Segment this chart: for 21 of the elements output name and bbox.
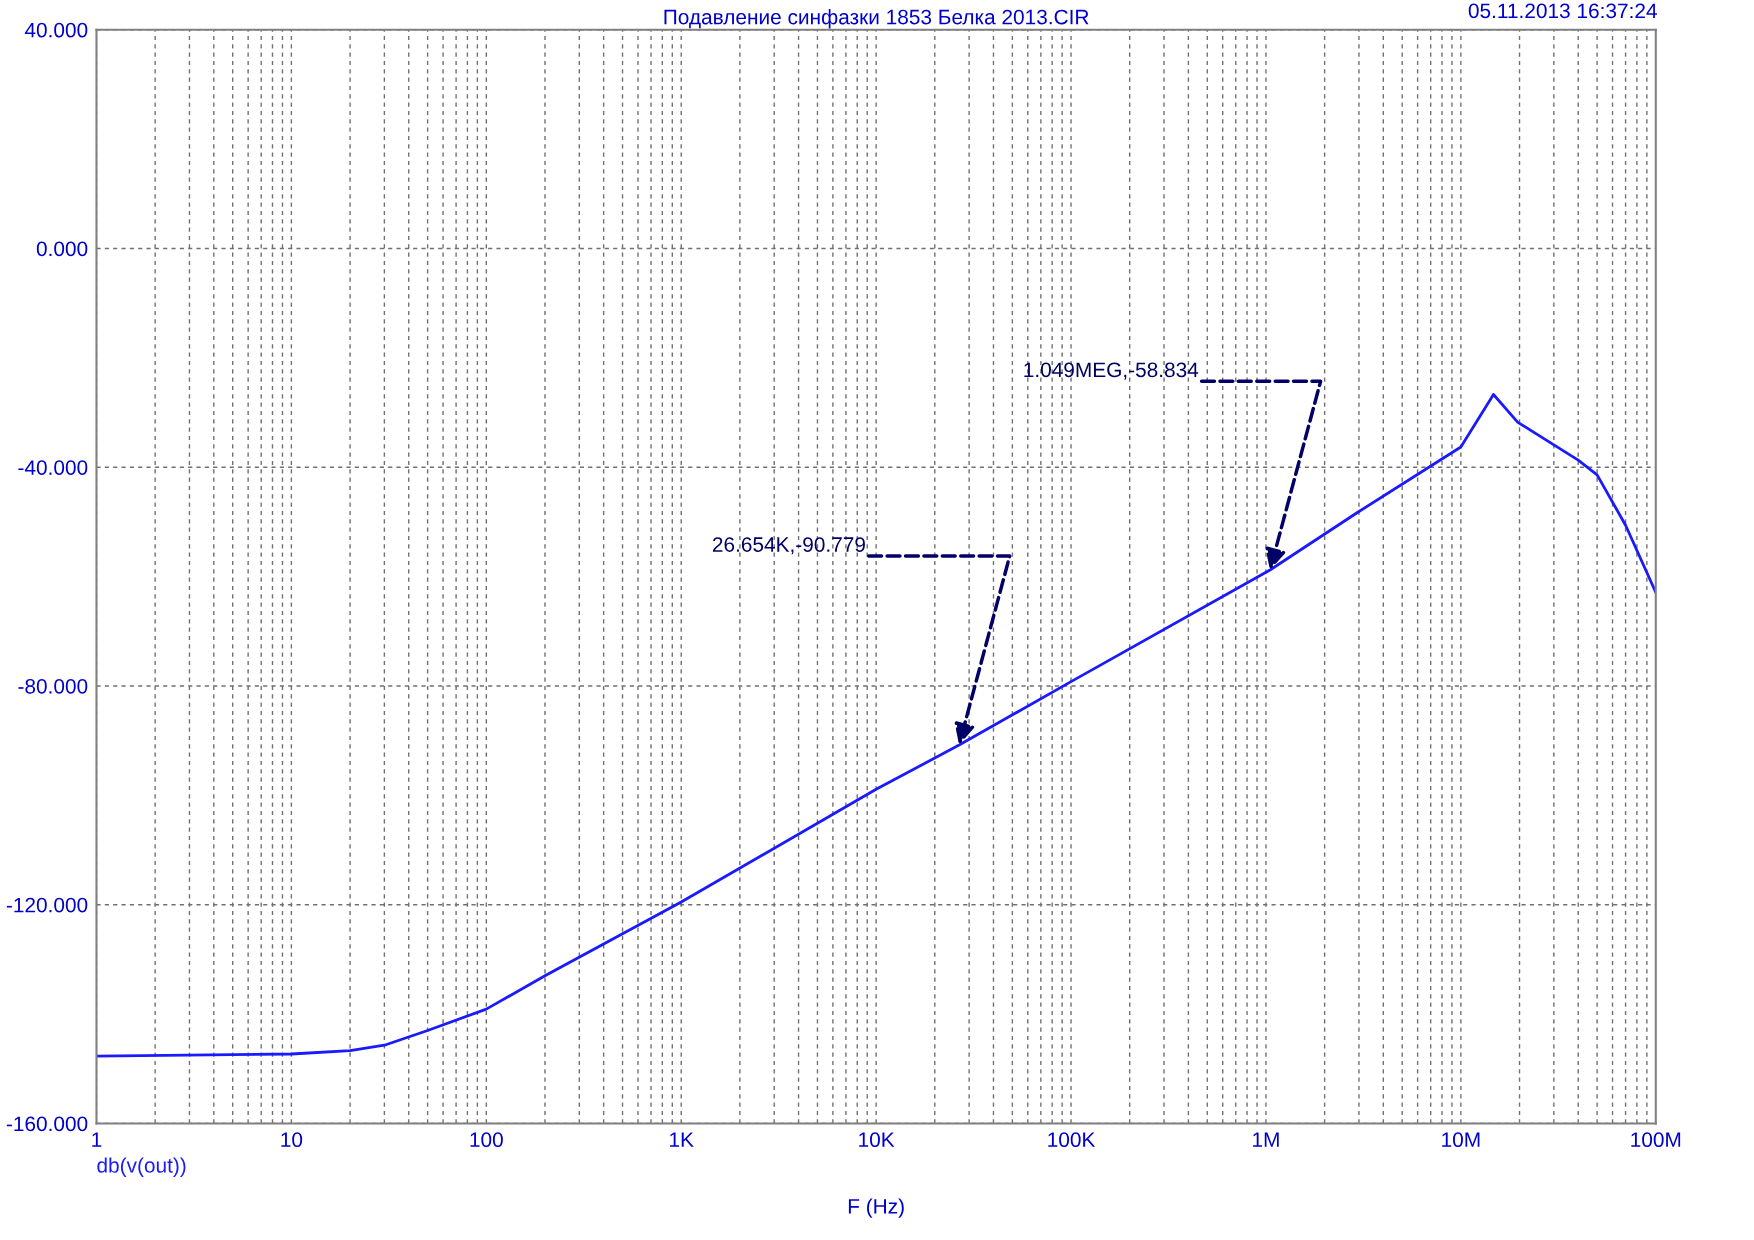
y-tick-label: -80.000 bbox=[18, 678, 88, 694]
chart-title: Подавление синфазки 1853 Белка 2013.CIR bbox=[664, 9, 1089, 29]
y-tick-label: -40.000 bbox=[18, 460, 88, 475]
x-tick-label: 100 bbox=[470, 1132, 503, 1148]
x-tick-label: 10 bbox=[281, 1132, 303, 1148]
x-tick-label: 100M bbox=[1631, 1132, 1681, 1148]
text: 05.11.2013 16:37:24 bbox=[1468, 3, 1657, 19]
x-tick-label: 100K bbox=[1048, 1132, 1096, 1148]
y-tick-label: -120.000 bbox=[6, 897, 88, 913]
annotation: 26.654K,-90.779 bbox=[712, 537, 865, 555]
text: db(v(out)) bbox=[97, 1157, 186, 1177]
x-axis-title: F (Hz) bbox=[848, 1198, 904, 1218]
x-tick-label: 10K bbox=[859, 1132, 895, 1148]
x-tick-label: 1K bbox=[670, 1132, 694, 1147]
y-tick-label: -160.000 bbox=[6, 1116, 88, 1132]
x-tick-label: 1 bbox=[92, 1132, 102, 1147]
y-tick-label: 0.000 bbox=[36, 241, 88, 257]
x-tick-label: 1M bbox=[1253, 1132, 1279, 1147]
y-tick-label: 40.000 bbox=[24, 22, 88, 38]
x-tick-label: 10M bbox=[1442, 1132, 1480, 1148]
annotation: 1.049MEG,-58.834 bbox=[1024, 362, 1199, 380]
